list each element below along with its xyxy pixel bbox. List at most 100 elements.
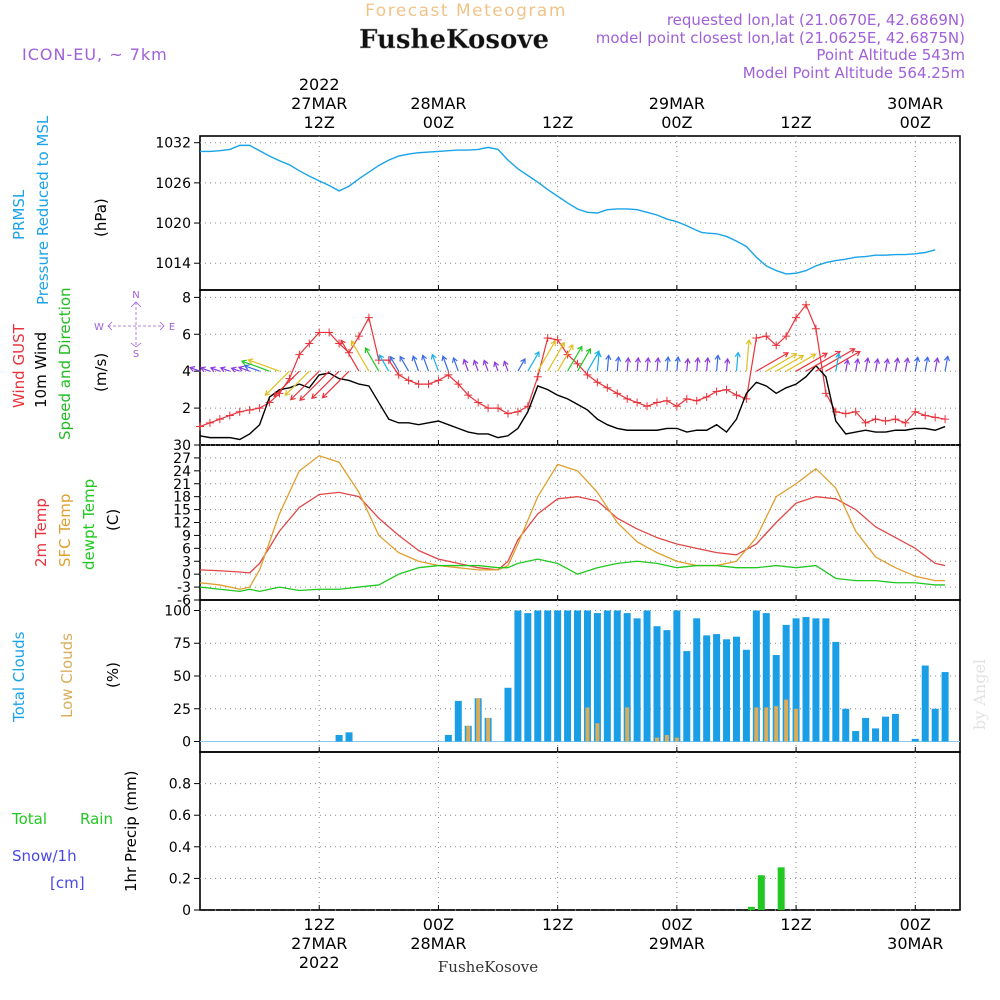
gust-marker [811,324,820,333]
wind-arrow [350,340,370,372]
y-tick-label: 15 [173,503,191,519]
gust-marker [484,404,493,413]
wind-arrow [547,342,565,372]
pressure-panel: 1014 1020 1026 1032 [155,135,961,291]
wind-arrow-head [714,354,721,361]
total-cloud-bar [444,734,452,742]
total-cloud-bar [524,613,532,742]
wind-10m-label: 10m Wind [32,332,50,408]
model-name: ICON-EU, ~ 7km [22,45,168,64]
precip-panel: 0 0.2 0.4 0.6 0.8 [169,751,961,919]
wind-arrow [904,358,909,372]
wind-arrow [924,357,929,372]
wind-arrow-head [493,361,500,368]
wind-arrow-head [364,347,371,354]
rain-bar [757,875,765,910]
low-cloud-bar [585,707,590,742]
y-tick-label: 3 [182,554,191,570]
wind-arrow [503,361,509,372]
total-cloud-bar [881,716,889,742]
gust-marker [245,405,254,414]
wind-arrow [626,357,629,372]
wind-arrow [210,367,221,372]
total-rain-label: Total [11,810,47,828]
wind-arrow-head [854,350,861,357]
gust-marker [503,409,512,418]
wind-arrow-head [399,355,405,362]
wind-arrow [795,352,828,372]
wind-arrow [244,365,260,372]
wind-arrow-head [864,357,871,364]
y-tick-label: 27 [173,451,191,467]
pressure-line [200,144,936,275]
low-cloud-bar [664,734,669,742]
total-cloud-bar [454,700,462,742]
wind-arrow [596,352,600,372]
cloud-unit-label: (%) [104,662,122,688]
wind-arrow [785,353,816,372]
precip-unit-label: 1hr Precip (mm) [122,771,140,892]
gust-marker [931,413,940,422]
gust-marker [851,407,860,416]
wind-arrow [517,358,526,372]
wind-arrow [431,354,439,372]
total-cloud-bar [822,618,830,742]
wind-line [199,364,946,441]
wind-arrow-head [903,357,911,364]
time-axis-label: 00Z [900,915,931,934]
prmsl-label: PRMSL [10,189,28,240]
wind-arrow-head [240,359,247,366]
wind-arrow [422,355,430,372]
wind-arrow [442,356,449,372]
low-cloud-bar [466,725,471,742]
total-cloud-bar [842,708,850,742]
wind-arrow [944,356,949,372]
wind-arrow [855,358,859,372]
requested-coords: requested lon,lat (21.0670E, 42.6869N) [667,11,965,29]
total-cloud-bar [623,613,631,742]
wind-arrow-head [209,366,216,373]
time-axis-label: 12Z [542,915,573,934]
temp-dewpt-line [199,558,946,593]
watermark: by Angel [970,659,989,730]
wind-arrow-head [624,356,632,363]
wind-arrow-head [883,357,890,364]
wind-arrow-head [634,356,642,363]
gust-marker [593,378,602,387]
location-title: FusheKosove [359,25,549,55]
wind-arrow [845,359,849,372]
total-cloud-bar [683,651,691,742]
gust-marker [255,404,264,413]
time-axis-label: 2022 [299,75,340,94]
wind-arrow-head [943,355,951,362]
gust-marker [335,339,344,348]
wind-arrow [914,357,919,372]
gust-marker [633,398,642,407]
wind-arrow-head [585,347,592,354]
wind-arrow [299,370,330,401]
gust-marker [643,402,652,411]
wind-arrow [865,358,869,372]
panel-frame [199,135,961,291]
wind-arrow-head [577,345,583,352]
gust-marker [682,394,691,403]
wind-arrow-head [568,343,574,350]
wind-arrow-head [745,338,752,345]
wind-arrow-head [430,353,437,360]
gust-marker [692,396,701,405]
wind-arrow-head [321,392,328,399]
y-tick-label: 12 [173,516,191,532]
total-cloud-bar [564,610,572,742]
gust-marker [841,409,850,418]
pressure-msl-label: Pressure Reduced to MSL [34,115,52,305]
wind-arrow [231,367,240,372]
gust-marker [603,383,612,392]
total-cloud-bar [872,728,880,742]
gust-marker [573,359,582,368]
wind-arrow [557,344,574,372]
y-tick-label: -6 [177,593,191,609]
